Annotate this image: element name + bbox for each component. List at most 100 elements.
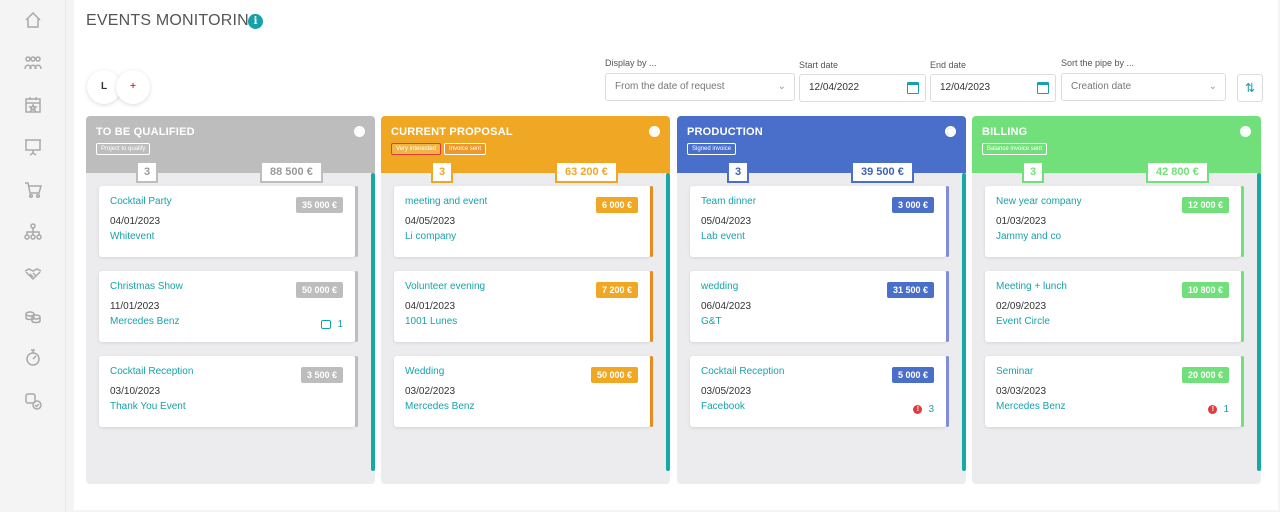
- event-name[interactable]: Cocktail Reception: [701, 366, 785, 377]
- event-card[interactable]: Seminar 03/03/2023 Mercedes Benz 20 000 €! 1: [985, 356, 1244, 427]
- client-name[interactable]: G&T: [701, 316, 722, 327]
- pipeline-column: PRODUCTION Signed invoice 3 39 500 € Team di…: [677, 116, 966, 484]
- event-date: 05/04/2023: [701, 216, 752, 227]
- calendar-icon: [1037, 82, 1049, 94]
- info-icon[interactable]: i: [248, 14, 263, 29]
- calendar-icon[interactable]: [22, 94, 44, 116]
- client-name[interactable]: Whitevent: [110, 231, 155, 242]
- card-accent-bar: [650, 356, 653, 427]
- card-meta[interactable]: ! 1: [1208, 404, 1229, 415]
- column-tags: Balance invoice sent: [982, 143, 1251, 155]
- event-date: 03/02/2023: [405, 386, 456, 397]
- gear-icon[interactable]: [1240, 126, 1251, 137]
- cart-icon[interactable]: [22, 179, 44, 201]
- handshake-icon[interactable]: [22, 263, 44, 285]
- column-scrollbar[interactable]: [666, 173, 670, 471]
- org-chart-icon[interactable]: [22, 221, 44, 243]
- start-date-value: 12/04/2022: [809, 82, 860, 93]
- event-name[interactable]: Team dinner: [701, 196, 757, 207]
- event-name[interactable]: wedding: [701, 281, 739, 292]
- event-date: 03/10/2023: [110, 386, 161, 397]
- meta-count: 3: [928, 404, 934, 415]
- card-accent-bar: [1241, 186, 1244, 257]
- event-card[interactable]: Team dinner 05/04/2023 Lab event 3 000 €: [690, 186, 949, 257]
- column-scrollbar[interactable]: [1257, 173, 1261, 471]
- display-by-value: From the date of request: [615, 81, 725, 92]
- event-name[interactable]: Meeting + lunch: [996, 281, 1067, 292]
- event-card[interactable]: Volunteer evening 04/01/2023 1001 Lunes 7 2…: [394, 271, 653, 342]
- home-icon[interactable]: [22, 9, 44, 31]
- amount-badge: 50 000 €: [590, 367, 638, 383]
- event-card[interactable]: Wedding 03/02/2023 Mercedes Benz 50 000 €: [394, 356, 653, 427]
- start-date-input[interactable]: 12/04/2022: [799, 74, 926, 102]
- event-name[interactable]: New year company: [996, 196, 1082, 207]
- sidebar: [0, 0, 66, 512]
- event-card[interactable]: New year company 01/03/2023 Jammy and co 12…: [985, 186, 1244, 257]
- presentation-icon[interactable]: [22, 136, 44, 158]
- display-by-select[interactable]: From the date of request ⌄: [605, 73, 795, 101]
- client-name[interactable]: Li company: [405, 231, 457, 242]
- client-name[interactable]: Mercedes Benz: [110, 316, 180, 327]
- card-accent-bar: [355, 186, 358, 257]
- amount-badge: 10 800 €: [1181, 282, 1229, 298]
- client-name[interactable]: Lab event: [701, 231, 745, 242]
- sort-by-select[interactable]: Creation date ⌄: [1061, 73, 1226, 101]
- sort-by-value: Creation date: [1071, 81, 1132, 92]
- column-tag: Project to qualify: [96, 143, 151, 155]
- amount-badge: 12 000 €: [1181, 197, 1229, 213]
- team-icon[interactable]: [22, 52, 44, 74]
- column-tag: Invoice sent: [444, 143, 487, 155]
- client-name[interactable]: Thank You Event: [110, 401, 186, 412]
- client-name[interactable]: Mercedes Benz: [996, 401, 1066, 412]
- event-card[interactable]: Cocktail Reception 03/10/2023 Thank You Ev…: [99, 356, 358, 427]
- meta-count: 1: [337, 319, 343, 330]
- client-name[interactable]: Event Circle: [996, 316, 1050, 327]
- event-name[interactable]: Wedding: [405, 366, 445, 377]
- event-card[interactable]: meeting and event 04/05/2023 Li company 6 0…: [394, 186, 653, 257]
- event-name[interactable]: Volunteer evening: [405, 281, 486, 292]
- event-name[interactable]: Seminar: [996, 366, 1034, 377]
- settings-check-icon[interactable]: [22, 390, 44, 412]
- column-count: 3: [1022, 163, 1045, 183]
- gear-icon[interactable]: [649, 126, 660, 137]
- coins-icon[interactable]: [22, 305, 44, 327]
- event-card[interactable]: Meeting + lunch 02/09/2023 Event Circle 10 …: [985, 271, 1244, 342]
- list-view-button[interactable]: L: [87, 70, 121, 104]
- column-count: 3: [136, 163, 159, 183]
- column-tag: Signed invoice: [687, 143, 737, 155]
- add-event-button[interactable]: +: [116, 70, 150, 104]
- event-date: 06/04/2023: [701, 301, 752, 312]
- card-accent-bar: [946, 186, 949, 257]
- gear-icon[interactable]: [945, 126, 956, 137]
- client-name[interactable]: Mercedes Benz: [405, 401, 475, 412]
- client-name[interactable]: Jammy and co: [996, 231, 1062, 242]
- event-name[interactable]: Cocktail Reception: [110, 366, 194, 377]
- event-name[interactable]: Cocktail Party: [110, 196, 172, 207]
- column-header: PRODUCTION Signed invoice: [677, 116, 966, 173]
- card-meta[interactable]: 1: [321, 319, 343, 330]
- column-tag: Very interested: [391, 143, 442, 155]
- meta-count: 1: [1223, 404, 1229, 415]
- display-by-label: Display by ...: [605, 58, 657, 68]
- amount-badge: 3 000 €: [891, 197, 934, 213]
- stopwatch-icon[interactable]: [22, 347, 44, 369]
- client-name[interactable]: Facebook: [701, 401, 745, 412]
- client-name[interactable]: 1001 Lunes: [405, 316, 458, 327]
- event-card[interactable]: Cocktail Reception 03/05/2023 Facebook 5 00…: [690, 356, 949, 427]
- column-scrollbar[interactable]: [371, 173, 375, 471]
- event-card[interactable]: Cocktail Party 04/01/2023 Whitevent 35 000 …: [99, 186, 358, 257]
- event-name[interactable]: meeting and event: [405, 196, 488, 207]
- event-name[interactable]: Christmas Show: [110, 281, 183, 292]
- alert-icon: !: [1208, 405, 1218, 414]
- card-meta[interactable]: ! 3: [913, 404, 934, 415]
- column-count: 3: [727, 163, 750, 183]
- pipeline-column: CURRENT PROPOSAL Very interested Invoice s…: [381, 116, 670, 484]
- event-card[interactable]: wedding 06/04/2023 G&T 31 500 €: [690, 271, 949, 342]
- sort-order-button[interactable]: ⇅: [1237, 74, 1263, 102]
- event-card[interactable]: Christmas Show 11/01/2023 Mercedes Benz 50 …: [99, 271, 358, 342]
- gear-icon[interactable]: [354, 126, 365, 137]
- column-scrollbar[interactable]: [962, 173, 966, 471]
- end-date-input[interactable]: 12/04/2023: [930, 74, 1056, 102]
- pipeline-column: TO BE QUALIFIED Project to qualify 3 88 500…: [86, 116, 375, 484]
- amount-badge: 7 200 €: [595, 282, 638, 298]
